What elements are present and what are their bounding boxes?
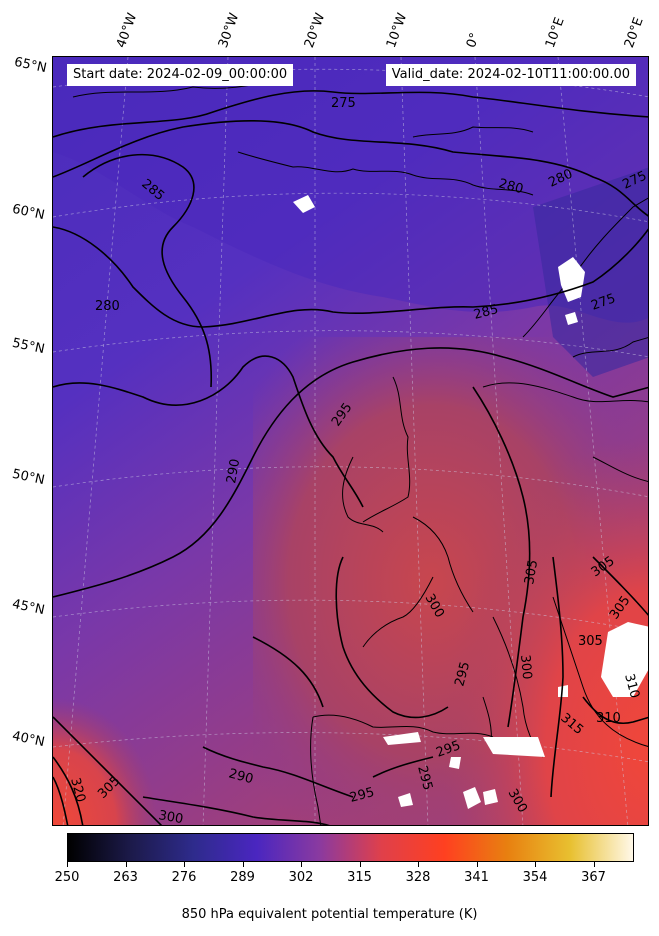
colorbar-tick-label: 263 xyxy=(113,870,138,885)
contour-label: 300 xyxy=(517,654,534,680)
contour-label: 295 xyxy=(348,785,376,806)
colorbar-tick-label: 367 xyxy=(581,870,606,885)
colorbar-tick xyxy=(476,862,478,867)
field-hot-southwest xyxy=(53,457,353,825)
contour-label: 275 xyxy=(589,291,617,314)
colorbar-tick-label: 302 xyxy=(288,870,314,885)
latitude-label: 55°N xyxy=(10,335,46,358)
colorbar-tick-label: 250 xyxy=(54,870,80,885)
colorbar-tick-label: 315 xyxy=(347,870,372,885)
colorbar-tick xyxy=(359,862,361,867)
colorbar-tick-label: 341 xyxy=(464,870,489,885)
contour-label: 275 xyxy=(331,96,356,111)
contour-label: 305 xyxy=(95,774,123,802)
longitude-label: 30°W xyxy=(215,11,243,50)
colorbar-tick xyxy=(242,862,244,867)
contour-label: 315 xyxy=(557,711,586,738)
latitude-label: 50°N xyxy=(10,466,46,489)
contour-label: 280 xyxy=(546,167,575,191)
contour-label: 280 xyxy=(497,176,525,197)
contour-label: 310 xyxy=(596,711,621,726)
theta-e-field xyxy=(53,57,648,825)
field-cold-scandinavia xyxy=(533,167,648,377)
contour-label: 275 xyxy=(620,169,649,193)
contour-label: 300 xyxy=(157,808,184,826)
map-panel: 275 275 275 280 280 280 285 285 290 290 … xyxy=(52,56,649,826)
contour-label: 300 xyxy=(422,592,447,621)
contour-labels: 275 275 275 280 280 280 285 285 290 290 … xyxy=(67,96,649,826)
field-hot-southeast xyxy=(303,307,648,825)
contours xyxy=(53,90,648,825)
missing-data-patches xyxy=(293,195,648,809)
contour-label: 295 xyxy=(329,400,356,429)
colorbar-tick xyxy=(535,862,536,867)
colorbar-tick xyxy=(67,862,68,867)
contour-label: 295 xyxy=(414,764,435,792)
contour-label: 290 xyxy=(224,458,243,485)
valid-date-label: Valid_date: 2024-02-10T11:00:00.00 xyxy=(385,64,636,86)
longitude-label: 10°E xyxy=(542,15,568,51)
contour-label: 300 xyxy=(505,787,530,816)
contour-label: 285 xyxy=(138,177,167,204)
graticule xyxy=(53,57,648,825)
contour-label: 295 xyxy=(434,738,462,761)
contour-label: 280 xyxy=(95,299,120,314)
contour-label: 295 xyxy=(452,660,473,688)
contour-label: 305 xyxy=(578,634,603,649)
contour-label: 310 xyxy=(621,672,642,700)
contour-label: 305 xyxy=(522,559,541,586)
colorbar-tick xyxy=(301,862,302,867)
colorbar-tick-label: 289 xyxy=(230,870,255,885)
contour-label: 290 xyxy=(227,766,255,787)
latitude-label: 40°N xyxy=(10,728,46,751)
colorbar-tick-label: 328 xyxy=(405,870,431,885)
colorbar-tick-label: 354 xyxy=(522,870,548,885)
longitude-label: 20°E xyxy=(621,15,647,51)
longitude-label: 10°W xyxy=(383,11,411,50)
colorbar-tick xyxy=(593,862,595,867)
field-cold-north xyxy=(53,57,648,323)
longitude-label: 0° xyxy=(463,30,484,50)
colorbar-title: 850 hPa equivalent potential temperature… xyxy=(181,907,478,922)
colorbar xyxy=(67,833,634,862)
colorbar-tick xyxy=(418,862,419,867)
contour-label: 305 xyxy=(589,554,618,581)
start-date-label: Start date: 2024-02-09_00:00:00 xyxy=(67,64,294,86)
latitude-label: 65°N xyxy=(12,54,48,77)
latitude-label: 60°N xyxy=(10,201,46,224)
contour-label: 320 xyxy=(67,776,88,804)
longitude-label: 40°W xyxy=(113,11,141,50)
contour-label: 305 xyxy=(607,593,634,622)
colorbar-tick xyxy=(125,862,127,867)
latitude-label: 45°N xyxy=(10,596,46,619)
colorbar-tick xyxy=(184,862,185,867)
longitude-label: 20°W xyxy=(301,11,329,50)
contour-label: 285 xyxy=(472,302,500,323)
colorbar-tick-label: 276 xyxy=(171,870,197,885)
